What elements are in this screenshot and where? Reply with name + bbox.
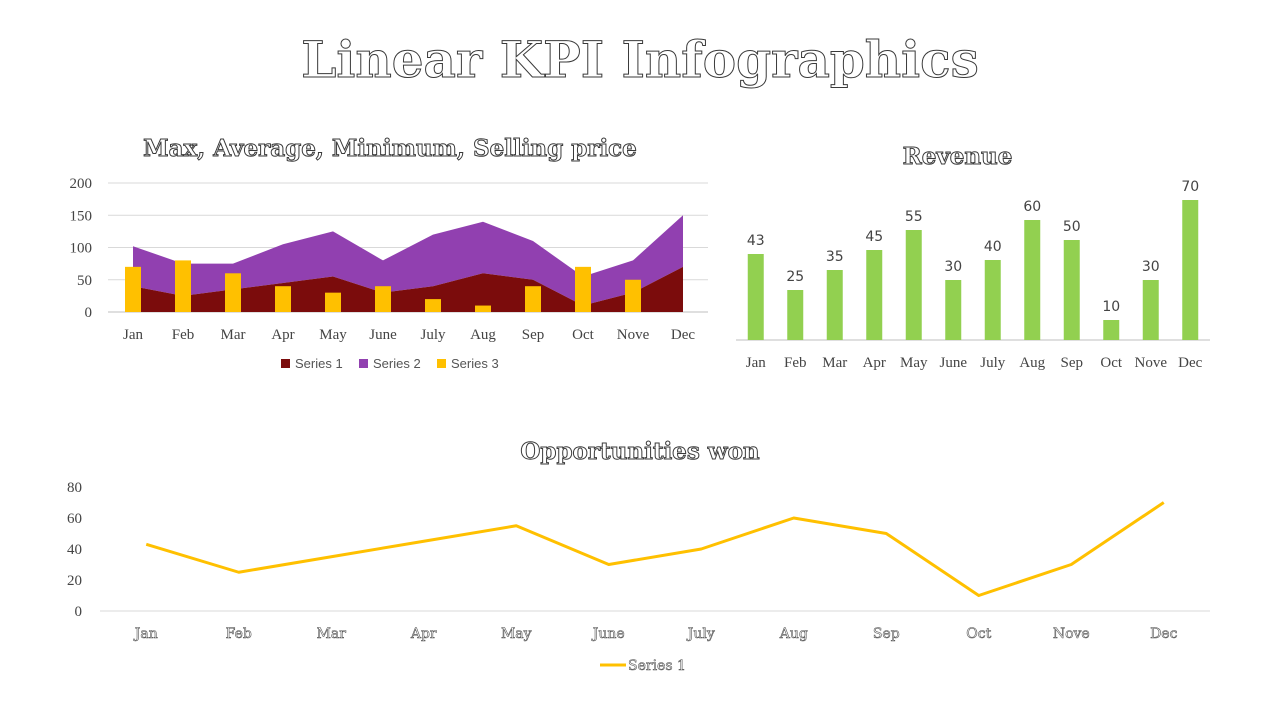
chart2-bar xyxy=(905,230,922,340)
chart1-series2-area xyxy=(133,215,683,306)
chart2-data-label: 70 xyxy=(1181,179,1199,195)
chart3-y-tick-label: 60 xyxy=(67,511,82,527)
chart3-x-tick-label: Oct xyxy=(966,626,991,642)
chart2-bar xyxy=(747,254,764,340)
chart3-x-tick-label: Feb xyxy=(226,626,252,642)
chart1-series3-bar xyxy=(375,286,391,312)
chart3-y-tick-label: 40 xyxy=(67,542,82,558)
chart1-y-tick-label: 200 xyxy=(70,176,93,192)
chart2-bar xyxy=(1182,200,1199,340)
chart1-y-tick-label: 150 xyxy=(70,208,93,224)
chart2-bar xyxy=(787,290,804,340)
chart1-y-tick-label: 0 xyxy=(85,305,93,321)
chart3-y-tick-label: 20 xyxy=(67,573,82,589)
chart2-data-label: 10 xyxy=(1102,299,1120,315)
chart3-x-tick-label: May xyxy=(501,626,532,642)
chart2-bar xyxy=(1063,240,1080,340)
chart2-x-tick-label: Nove xyxy=(1135,355,1168,371)
chart3-x-tick-label: Apr xyxy=(410,626,437,642)
chart2-x-tick-label: Feb xyxy=(784,355,807,371)
chart2-x-tick-label: May xyxy=(900,355,928,371)
chart3-series1-line xyxy=(145,501,1165,597)
chart2-data-label: 60 xyxy=(1023,199,1041,215)
chart1-legend-swatch xyxy=(359,359,368,368)
chart2-bar xyxy=(866,250,883,340)
chart3-x-tick-label: Aug xyxy=(779,626,808,642)
chart1-x-tick-label: Dec xyxy=(671,327,695,343)
chart1-series3-bar xyxy=(475,305,491,312)
chart2-title: Revenue xyxy=(902,143,1013,171)
chart1-series3-bar xyxy=(225,273,241,312)
chart3-x-tick-label: July xyxy=(686,626,715,642)
chart2-data-label: 25 xyxy=(786,269,804,285)
chart1-legend-label: Series 2 xyxy=(373,356,421,371)
chart2-bar xyxy=(984,260,1001,340)
chart1-series3-bar xyxy=(525,286,541,312)
chart2-x-tick-label: Aug xyxy=(1019,355,1045,371)
chart3-y-tick-label: 0 xyxy=(75,604,83,620)
chart3-x-tick-label: Mar xyxy=(317,626,347,642)
chart1-series3-bar xyxy=(125,266,141,312)
chart3-x-tick-label: Jan xyxy=(133,626,158,642)
chart2-data-label: 30 xyxy=(944,259,962,275)
chart3-x-tick-label: June xyxy=(591,626,625,642)
chart3-legend-label: Series 1 xyxy=(628,658,686,674)
chart1-x-tick-label: July xyxy=(420,327,446,343)
chart1-x-tick-label: Feb xyxy=(172,327,195,343)
chart1-x-tick-label: Apr xyxy=(271,327,294,343)
chart1-y-tick-label: 100 xyxy=(70,241,93,257)
chart2-data-label: 50 xyxy=(1063,219,1081,235)
chart2-bar xyxy=(826,270,843,340)
chart2-x-tick-label: July xyxy=(980,355,1006,371)
chart2-x-tick-label: Apr xyxy=(863,355,886,371)
chart1-y-tick-label: 50 xyxy=(77,273,92,289)
chart1-series3-bar xyxy=(175,260,191,312)
chart1-series1-area xyxy=(133,266,683,312)
chart1-x-tick-label: May xyxy=(319,327,347,343)
chart1-x-tick-label: Aug xyxy=(470,327,496,343)
chart1-legend-swatch xyxy=(281,359,290,368)
chart1-series3-bar xyxy=(575,266,591,312)
chart1-x-tick-label: June xyxy=(369,327,397,343)
chart2-bar xyxy=(945,280,962,340)
chart2-data-label: 40 xyxy=(984,239,1002,255)
chart1-x-tick-label: Oct xyxy=(572,327,594,343)
chart2-bar xyxy=(1103,320,1120,340)
chart3-y-tick-label: 80 xyxy=(67,480,82,496)
chart2-data-label: 43 xyxy=(747,233,765,249)
chart2-x-tick-label: June xyxy=(940,355,968,371)
chart1-x-tick-label: Jan xyxy=(123,327,143,343)
chart1-title: Max, Average, Minimum, Selling price xyxy=(143,135,638,163)
chart1-x-tick-label: Mar xyxy=(221,327,246,343)
chart2-data-label: 35 xyxy=(826,249,844,265)
chart2-data-label: 30 xyxy=(1142,259,1160,275)
chart2-x-tick-label: Oct xyxy=(1100,355,1122,371)
chart2-x-tick-label: Mar xyxy=(822,355,847,371)
chart1-legend-swatch xyxy=(437,359,446,368)
chart1-series3-bar xyxy=(625,279,641,312)
chart2-data-label: 45 xyxy=(865,229,883,245)
chart1-legend-label: Series 1 xyxy=(295,356,343,371)
chart1-x-tick-label: Sep xyxy=(522,327,545,343)
page-title: Linear KPI Infographics xyxy=(301,30,980,90)
chart1-series3-bar xyxy=(325,292,341,312)
chart2-x-tick-label: Jan xyxy=(746,355,766,371)
chart1-series3-bar xyxy=(425,299,441,312)
chart2-data-label: 55 xyxy=(905,209,923,225)
chart2-bar xyxy=(1024,220,1041,340)
chart3-x-tick-label: Nove xyxy=(1053,626,1090,642)
chart3-x-tick-label: Sep xyxy=(873,626,900,642)
chart2-bar xyxy=(1142,280,1159,340)
chart3-title: Opportunities won xyxy=(520,438,760,466)
chart1-x-tick-label: Nove xyxy=(617,327,650,343)
chart2-x-tick-label: Sep xyxy=(1061,355,1084,371)
chart3-x-tick-label: Dec xyxy=(1150,626,1178,642)
chart2-x-tick-label: Dec xyxy=(1178,355,1202,371)
chart1-series3-bar xyxy=(275,286,291,312)
chart1-legend-label: Series 3 xyxy=(451,356,499,371)
